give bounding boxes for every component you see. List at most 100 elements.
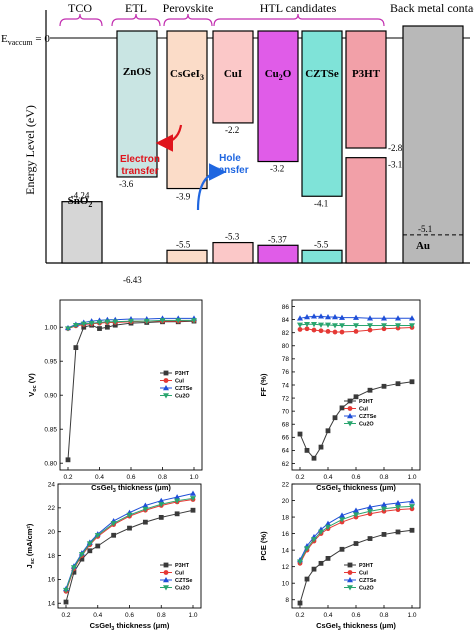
data-point-cztse <box>325 520 331 526</box>
data-point-p3ht <box>367 536 373 541</box>
data-point-cztse <box>297 315 303 321</box>
legend-marker <box>163 378 169 383</box>
data-point-cu2o <box>395 323 401 329</box>
cu2o-cb-band <box>257 30 299 163</box>
znos-cb-band <box>116 30 158 178</box>
data-point-p3ht <box>127 525 132 531</box>
y-tick-label: 84 <box>282 317 290 324</box>
x-axis-label: CsGeI3 thickness (μm) <box>316 483 396 494</box>
cztse-vb-value: -5.5 <box>314 239 329 249</box>
data-point-p3ht <box>97 326 102 331</box>
data-point-cztse <box>381 501 387 507</box>
x-tick-label: 0.8 <box>157 612 166 619</box>
legend-marker <box>163 385 169 391</box>
y-tick-label: 72 <box>282 395 290 402</box>
data-point-cu2o <box>332 323 338 329</box>
legend-label: CuI <box>175 571 184 577</box>
data-point-cztse <box>367 504 373 510</box>
data-point-cui <box>311 327 317 333</box>
sno2-cb-value: -4.24 <box>71 191 90 201</box>
y-tick-label: 18 <box>282 514 290 521</box>
y-tick-label: 12 <box>282 564 290 571</box>
legend-label: CZTSe <box>175 578 192 584</box>
x-tick-label: 0.4 <box>323 612 332 619</box>
x-tick-label: 0.6 <box>125 612 134 619</box>
legend-marker <box>347 585 353 591</box>
legend-marker <box>163 393 169 399</box>
legend-marker <box>163 577 169 583</box>
data-point-cui <box>325 328 331 334</box>
y-tick-label: 0.85 <box>44 427 57 434</box>
series-line-p3ht <box>299 381 413 460</box>
data-point-cu2o <box>311 321 317 328</box>
data-point-cui <box>297 327 303 332</box>
data-point-p3ht <box>304 576 310 582</box>
data-point-cu2o <box>395 504 401 511</box>
group-label: HTL candidates <box>260 1 337 15</box>
legend-marker <box>347 570 353 575</box>
legend-marker <box>163 562 169 568</box>
y-tick-label: 82 <box>282 330 290 337</box>
data-point-cu2o <box>191 318 197 324</box>
y-tick-label: 0.90 <box>44 393 57 400</box>
x-tick-label: 1.0 <box>407 474 416 481</box>
data-point-cztse <box>325 314 331 320</box>
y-tick-label: 10 <box>282 581 290 588</box>
data-point-cu2o <box>367 323 373 329</box>
data-point-p3ht <box>65 457 71 463</box>
legend-marker <box>347 577 353 583</box>
p3ht-cb-value: -2.85 <box>388 143 407 153</box>
data-point-cui <box>367 327 373 333</box>
x-tick-label: 0.2 <box>63 474 72 481</box>
x-tick-label: 0.4 <box>95 474 104 481</box>
y-tick-label: 24 <box>48 481 56 488</box>
y-tick-label: 8 <box>285 597 289 604</box>
y-tick-label: 78 <box>282 356 290 363</box>
data-point-cztse <box>318 313 324 319</box>
legend-marker <box>347 413 353 419</box>
group-brace <box>163 13 213 27</box>
jsc-vs-thickness-chart: 0.2 0.4 0.6 0.8 1.0 14 16 18 20 22 24 CsGeI3 thickn… <box>25 481 202 632</box>
data-point-cui <box>304 326 310 332</box>
group-label: ETL <box>125 1 147 15</box>
data-point-p3ht <box>367 387 373 393</box>
data-point-cu2o <box>175 318 182 324</box>
electron-transfer-label: Electron transfer <box>120 154 160 177</box>
data-point-p3ht <box>311 566 317 572</box>
y-tick-label: 14 <box>48 601 56 608</box>
p3ht-vb-band <box>345 157 387 264</box>
csgei3-vb-band <box>166 249 208 264</box>
data-point-cu2o <box>142 506 149 513</box>
x-tick-label: 0.4 <box>323 474 332 481</box>
data-point-cu2o <box>190 496 196 502</box>
legend-label: Cu2O <box>175 586 190 592</box>
data-point-cztse <box>339 512 345 518</box>
data-point-p3ht <box>409 379 415 385</box>
y-tick-label: 16 <box>48 577 56 584</box>
data-point-p3ht <box>318 444 324 450</box>
data-point-cu2o <box>409 323 415 329</box>
x-tick-label: 0.2 <box>295 474 304 481</box>
y-tick-label: 0.80 <box>44 461 57 468</box>
data-point-p3ht <box>395 381 401 387</box>
data-point-cu2o <box>304 321 310 328</box>
data-point-cztse <box>190 490 196 496</box>
data-point-p3ht <box>87 548 93 554</box>
cztse-cb-band <box>301 30 343 197</box>
data-point-cu2o <box>104 319 111 325</box>
x-axis-label: CsGeI3 thickness (μm) <box>91 483 171 494</box>
data-point-cztse <box>158 497 165 503</box>
data-point-cu2o <box>409 504 415 510</box>
data-point-p3ht <box>353 541 359 546</box>
znos-vb-value: -6.43 <box>123 275 142 285</box>
y-tick-label: 22 <box>48 505 56 512</box>
data-point-p3ht <box>353 394 359 400</box>
data-point-p3ht <box>297 431 303 437</box>
data-point-p3ht <box>297 600 303 606</box>
data-point-p3ht <box>395 529 401 535</box>
p3ht-cb-band <box>345 30 387 149</box>
y-tick-label: 16 <box>282 531 290 538</box>
group-label: Perovskite <box>163 1 214 15</box>
legend-marker <box>347 406 353 411</box>
series-line-cztse <box>65 493 194 590</box>
